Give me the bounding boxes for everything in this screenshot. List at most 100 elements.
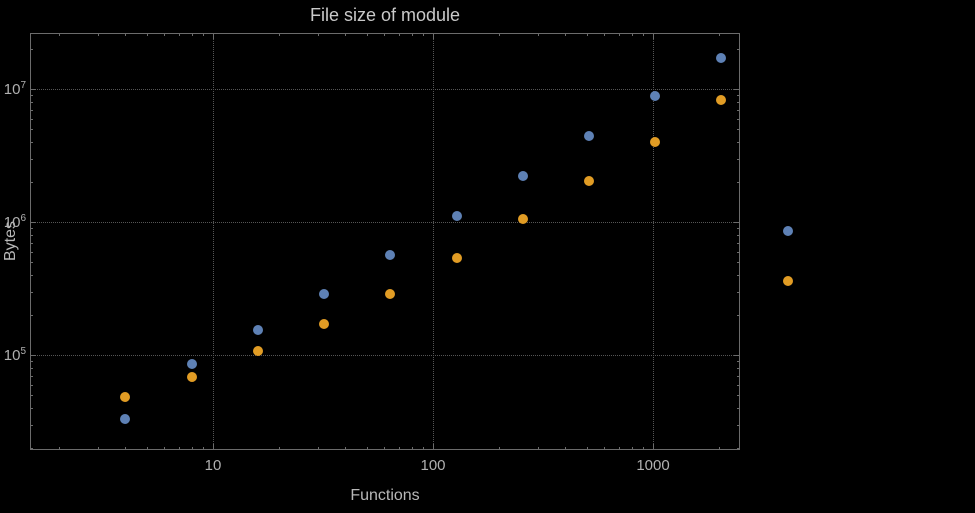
data-point-series-blue xyxy=(650,91,661,102)
y-gridline xyxy=(30,222,740,223)
x-minor-tick-mark xyxy=(422,33,424,36)
data-point-series-orange xyxy=(385,288,396,299)
y-minor-tick-mark xyxy=(30,361,33,363)
y-minor-tick-mark xyxy=(30,181,33,183)
y-minor-tick-mark xyxy=(30,48,33,50)
x-minor-tick-mark xyxy=(59,33,61,36)
y-minor-tick-mark xyxy=(737,251,740,253)
y-gridline xyxy=(30,89,740,90)
x-minor-tick-mark xyxy=(202,33,204,36)
x-tick-mark xyxy=(653,444,654,450)
x-minor-tick-mark xyxy=(125,447,127,450)
x-minor-tick-mark xyxy=(411,447,413,450)
y-minor-tick-mark xyxy=(30,407,33,409)
y-minor-tick-mark xyxy=(30,262,33,264)
y-minor-tick-mark xyxy=(737,95,740,97)
y-minor-tick-mark xyxy=(30,291,33,293)
x-minor-tick-mark xyxy=(345,33,347,36)
x-gridline xyxy=(433,33,434,450)
y-minor-tick-mark xyxy=(30,251,33,253)
y-minor-tick-mark xyxy=(737,274,740,276)
y-minor-tick-mark xyxy=(30,118,33,120)
x-minor-tick-mark xyxy=(178,33,180,36)
y-minor-tick-mark xyxy=(30,141,33,143)
y-minor-tick-mark xyxy=(737,48,740,50)
y-tick-mark xyxy=(734,89,740,90)
y-minor-tick-mark xyxy=(737,101,740,103)
x-tick-mark xyxy=(433,444,434,450)
data-point-series-blue xyxy=(584,131,595,142)
y-minor-tick-mark xyxy=(737,395,740,397)
x-minor-tick-mark xyxy=(537,33,539,36)
x-minor-tick-mark xyxy=(317,447,319,450)
x-minor-tick-mark xyxy=(366,33,368,36)
y-minor-tick-mark xyxy=(30,234,33,236)
x-tick-label: 10 xyxy=(204,457,222,474)
y-minor-tick-mark xyxy=(30,101,33,103)
data-point-series-blue xyxy=(186,359,197,370)
x-minor-tick-mark xyxy=(279,447,281,450)
y-tick-mark xyxy=(734,355,740,356)
x-minor-tick-mark xyxy=(499,447,501,450)
y-minor-tick-mark xyxy=(30,375,33,377)
y-minor-tick-mark xyxy=(30,274,33,276)
x-minor-tick-mark xyxy=(97,447,99,450)
chart-title: File size of module xyxy=(309,5,461,25)
data-point-series-orange xyxy=(120,392,131,403)
x-minor-tick-mark xyxy=(146,33,148,36)
data-point-series-orange xyxy=(451,252,462,263)
x-minor-tick-mark xyxy=(279,33,281,36)
x-minor-tick-mark xyxy=(384,447,386,450)
y-minor-tick-mark xyxy=(737,234,740,236)
y-minor-tick-mark xyxy=(737,314,740,316)
x-minor-tick-mark xyxy=(604,447,606,450)
y-minor-tick-mark xyxy=(737,375,740,377)
y-tick-mark xyxy=(30,355,36,356)
x-minor-tick-mark xyxy=(202,447,204,450)
y-minor-tick-mark xyxy=(737,242,740,244)
x-minor-tick-mark xyxy=(164,33,166,36)
x-tick-label: 100 xyxy=(420,457,446,474)
x-minor-tick-mark xyxy=(719,447,721,450)
data-point-series-blue xyxy=(319,288,330,299)
x-minor-tick-mark xyxy=(178,447,180,450)
x-minor-tick-mark xyxy=(631,33,633,36)
y-tick-mark xyxy=(734,222,740,223)
x-minor-tick-mark xyxy=(642,447,644,450)
x-minor-tick-mark xyxy=(642,33,644,36)
y-minor-tick-mark xyxy=(30,109,33,111)
x-minor-tick-mark xyxy=(398,33,400,36)
y-tick-mark xyxy=(30,222,36,223)
y-tick-mark xyxy=(30,89,36,90)
x-minor-tick-mark xyxy=(499,33,501,36)
data-point-series-orange xyxy=(650,136,661,147)
y-minor-tick-mark xyxy=(737,447,740,449)
data-point-series-blue xyxy=(385,250,396,261)
x-tick-label: 1000 xyxy=(636,457,670,474)
y-minor-tick-mark xyxy=(30,384,33,386)
y-minor-tick-mark xyxy=(737,109,740,111)
y-tick-label: 105 xyxy=(3,346,26,364)
x-minor-tick-mark xyxy=(345,447,347,450)
y-minor-tick-mark xyxy=(30,242,33,244)
y-minor-tick-mark xyxy=(30,395,33,397)
y-minor-tick-mark xyxy=(737,158,740,160)
y-minor-tick-mark xyxy=(737,384,740,386)
x-minor-tick-mark xyxy=(146,447,148,450)
x-minor-tick-mark xyxy=(59,447,61,450)
y-minor-tick-mark xyxy=(737,407,740,409)
x-minor-tick-mark xyxy=(565,33,567,36)
data-point-series-orange xyxy=(782,276,793,286)
y-minor-tick-mark xyxy=(30,314,33,316)
data-point-series-orange xyxy=(319,319,330,330)
x-minor-tick-mark xyxy=(422,447,424,450)
data-point-series-orange xyxy=(517,214,528,225)
x-axis-label: Functions xyxy=(350,487,420,504)
y-minor-tick-mark xyxy=(30,367,33,369)
x-minor-tick-mark xyxy=(164,447,166,450)
x-minor-tick-mark xyxy=(398,447,400,450)
x-tick-mark xyxy=(213,444,214,450)
y-minor-tick-mark xyxy=(737,361,740,363)
x-minor-tick-mark xyxy=(618,33,620,36)
